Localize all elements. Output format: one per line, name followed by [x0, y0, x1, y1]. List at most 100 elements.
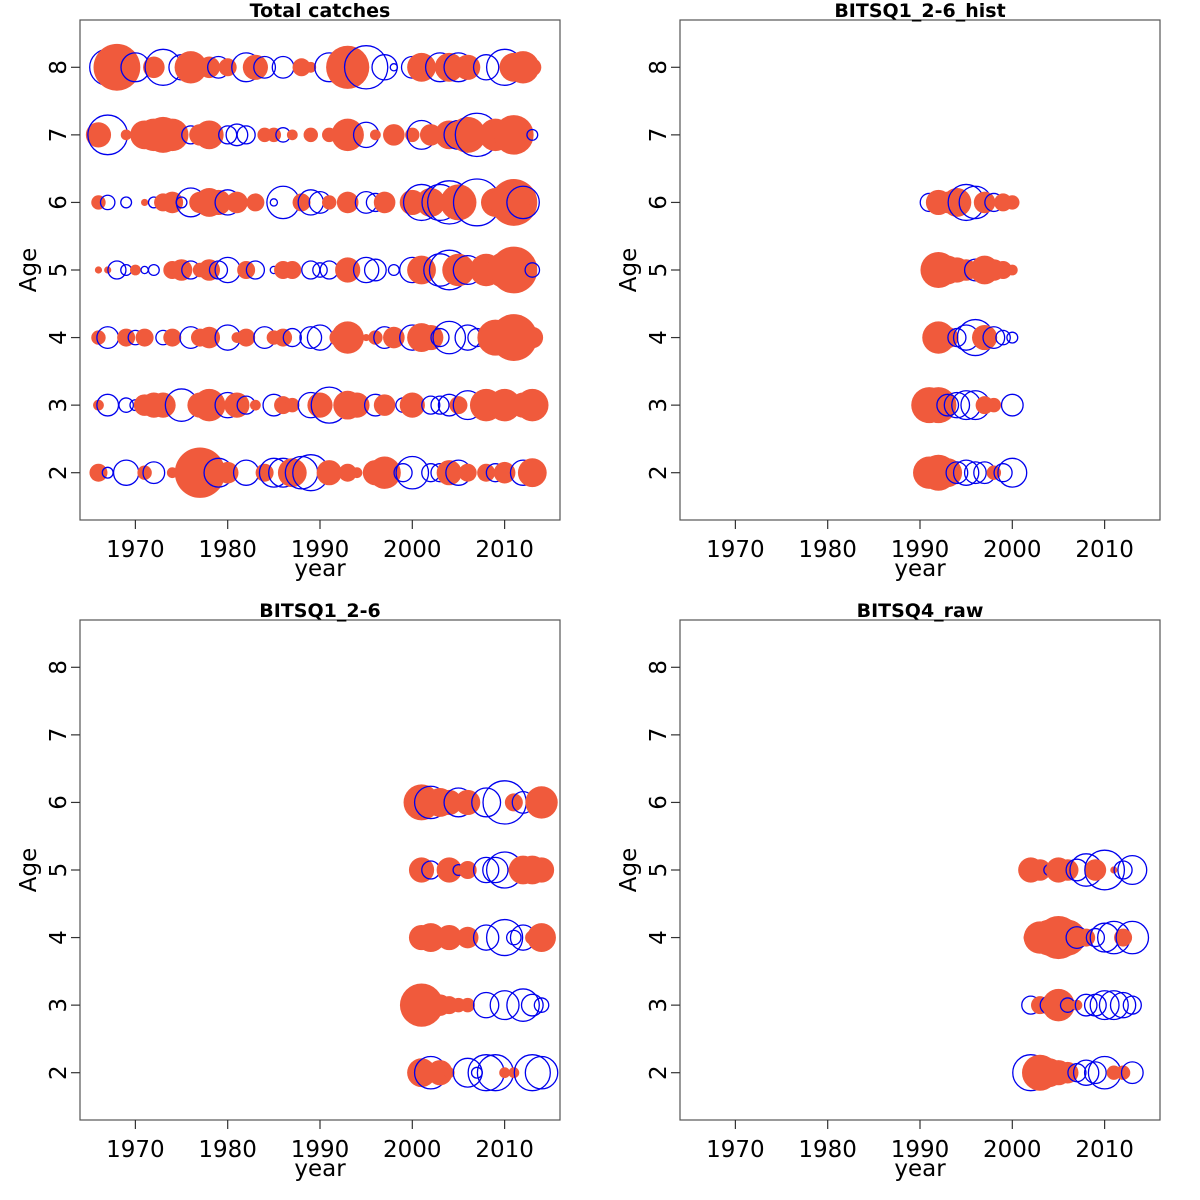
bubble-negative	[269, 198, 279, 207]
x-tick-label: 1970	[106, 1137, 165, 1163]
bubble-positive	[972, 324, 998, 351]
y-tick-label: 3	[646, 998, 672, 1013]
bubble-positive	[427, 1060, 453, 1086]
bubble-negative	[945, 461, 969, 485]
x-axis-title: year	[894, 1156, 946, 1182]
bubble-positive	[120, 129, 132, 141]
bubble-positive	[490, 179, 538, 226]
y-axis-title: Age	[616, 248, 642, 292]
bubble-positive	[458, 463, 477, 482]
bubble-negative	[506, 988, 540, 1022]
bubble-positive	[316, 460, 342, 486]
bubbles	[1012, 849, 1150, 1092]
bubble-negative	[472, 991, 500, 1019]
bubble-negative	[1089, 990, 1120, 1021]
bubble-negative	[312, 262, 328, 278]
bubble-negative	[995, 329, 1011, 346]
bubble-negative	[112, 459, 140, 486]
bubble-positive	[150, 392, 176, 418]
bubble-positive	[305, 61, 317, 73]
bubble-negative	[943, 391, 971, 419]
x-tick-label: 1980	[798, 537, 857, 563]
bubble-negative	[506, 185, 540, 220]
bubble-positive	[525, 786, 558, 819]
y-axis-title: Age	[16, 248, 42, 292]
bubble-negative	[120, 196, 133, 209]
bubble-positive	[416, 923, 446, 952]
bubble-negative	[993, 463, 1013, 483]
y-tick-label: 4	[46, 930, 72, 945]
bubble-negative	[387, 263, 400, 277]
bubble-negative	[982, 326, 1006, 350]
bubble-positive	[351, 467, 363, 479]
bubble-negative	[1098, 990, 1129, 1021]
x-tick-label: 2000	[383, 537, 442, 563]
panel-title: BITSQ1_2-6_hist	[834, 0, 1005, 22]
bubble-positive	[163, 328, 182, 347]
panel-bitsq1-2-6-hist: BITSQ1_2-6_hist 1970 1980 1990 2000 2010 year 2…	[616, 0, 1161, 582]
y-tick-label: 6	[46, 195, 72, 210]
y-tick-label: 8	[46, 660, 72, 675]
bubble-positive	[407, 52, 436, 82]
bubble-negative	[472, 54, 500, 81]
bubble-positive	[1042, 988, 1075, 1022]
x-tick-label: 1970	[706, 537, 765, 563]
bubble-negative	[1072, 1059, 1100, 1086]
bubble-positive	[93, 399, 104, 411]
bubble-positive	[373, 191, 396, 214]
bubbles	[399, 780, 559, 1092]
bubble-negative	[421, 395, 441, 415]
bubble-positive	[516, 388, 549, 422]
bubble-positive	[303, 127, 318, 143]
bubble-negative	[430, 327, 450, 348]
bubble-positive	[440, 184, 477, 221]
y-tick-label: 6	[646, 795, 672, 810]
y-tick-label: 5	[646, 263, 672, 278]
bubble-negative	[1109, 991, 1137, 1019]
y-tick-label: 2	[646, 465, 672, 480]
y-tick-label: 5	[46, 263, 72, 278]
y-tick-label: 2	[646, 1065, 672, 1080]
bubble-positive	[368, 330, 383, 345]
bubble-positive	[455, 54, 481, 80]
bubble-negative	[393, 463, 413, 483]
y-tick-label: 4	[646, 330, 672, 345]
bubble-positive	[143, 56, 165, 79]
bubble-negative	[236, 125, 256, 145]
y-tick-label: 8	[646, 660, 672, 675]
y-axis-title: Age	[16, 848, 42, 892]
bubbles	[911, 183, 1028, 491]
bubble-positive	[488, 388, 521, 422]
panel-total-catches: Total catches 1970 1980 1990 2000 2010 year 2 3 4…	[16, 0, 561, 582]
y-tick-label: 4	[46, 330, 72, 345]
panel-bitsq1-2-6: BITSQ1_2-6 1970 1980 1990 2000 2010 year 2 3 4 5 6 7…	[16, 600, 561, 1182]
bubble-positive	[493, 461, 516, 484]
panel-title: Total catches	[250, 0, 391, 22]
x-tick-label: 2010	[475, 1137, 534, 1163]
x-tick-label: 1990	[291, 1137, 350, 1163]
bubble-positive	[216, 461, 239, 484]
x-tick-label: 1990	[891, 1137, 950, 1163]
bubble-negative	[505, 929, 522, 946]
bubble-positive	[368, 456, 401, 489]
y-tick-label: 3	[46, 998, 72, 1013]
x-tick-label: 2000	[983, 537, 1042, 563]
bubble-positive	[94, 266, 103, 274]
bubble-negative	[395, 455, 430, 490]
bubble-positive	[194, 120, 224, 150]
x-axis-title: year	[894, 556, 946, 582]
x-tick-label: 1970	[106, 537, 165, 563]
x-tick-label: 2000	[383, 1137, 442, 1163]
bubble-positive	[326, 45, 370, 89]
bubble-positive	[174, 51, 207, 84]
bubble-positive	[405, 127, 420, 143]
bubble-positive	[91, 330, 106, 345]
bubble-positive	[986, 397, 1002, 413]
bubble-negative	[952, 459, 980, 486]
x-tick-label: 1980	[198, 537, 257, 563]
bubble-positive	[920, 387, 957, 424]
bubble-negative	[282, 327, 302, 348]
bubble-positive	[218, 58, 237, 77]
bubble-positive	[1114, 928, 1133, 947]
bubble-positive	[1049, 919, 1086, 956]
